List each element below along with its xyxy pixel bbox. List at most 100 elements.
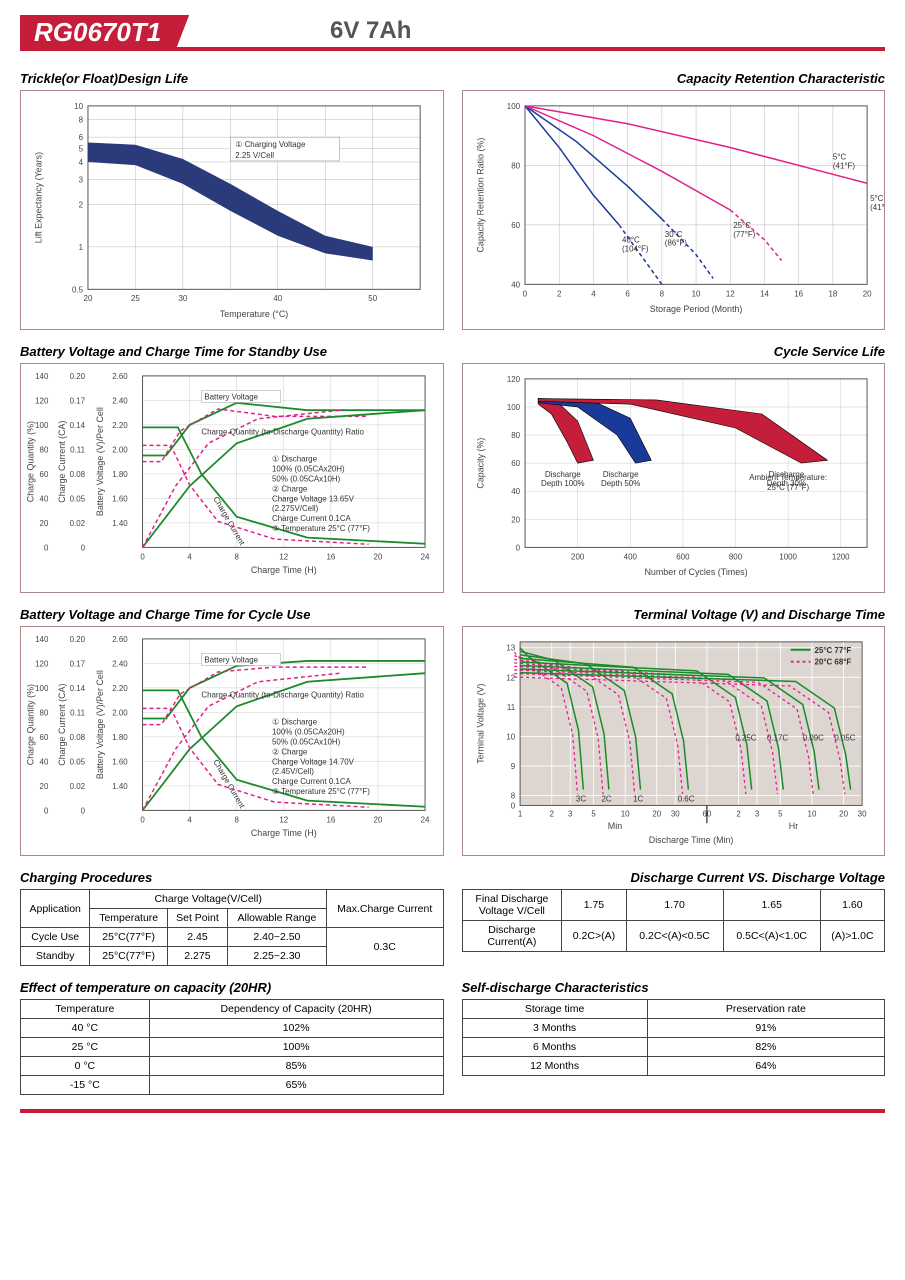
svg-text:9: 9 — [510, 762, 515, 771]
svg-text:2.00: 2.00 — [112, 445, 128, 454]
svg-text:0.08: 0.08 — [70, 733, 86, 742]
svg-text:60: 60 — [40, 733, 49, 742]
svg-text:120: 120 — [35, 659, 49, 668]
svg-text:16: 16 — [326, 552, 335, 561]
svg-text:Storage Period (Month): Storage Period (Month) — [649, 304, 742, 314]
svg-text:4: 4 — [591, 289, 596, 298]
footer-red-line — [20, 1109, 885, 1113]
svg-text:Charge Current (CA): Charge Current (CA) — [57, 421, 67, 503]
svg-text:0.08: 0.08 — [70, 470, 86, 479]
td-range0: 2.40~2.50 — [227, 928, 326, 947]
svg-text:10: 10 — [691, 289, 700, 298]
td-set0: 2.45 — [167, 928, 227, 947]
temp-capacity-table: Temperature Dependency of Capacity (20HR… — [20, 999, 444, 1095]
chart5-title: Battery Voltage and Charge Time for Cycl… — [20, 607, 444, 622]
svg-text:24: 24 — [421, 552, 430, 561]
svg-text:5: 5 — [591, 809, 596, 818]
svg-text:120: 120 — [506, 375, 520, 384]
svg-text:2: 2 — [549, 809, 553, 818]
svg-text:40: 40 — [273, 294, 282, 303]
table1-title: Charging Procedures — [20, 870, 444, 885]
svg-text:40: 40 — [511, 280, 520, 289]
svg-text:14: 14 — [760, 289, 769, 298]
svg-text:4: 4 — [187, 552, 192, 561]
svg-text:2.20: 2.20 — [112, 684, 128, 693]
td-temp0: 25°C(77°F) — [90, 928, 168, 947]
svg-text:2.25 V/Cell: 2.25 V/Cell — [235, 151, 274, 160]
svg-text:11: 11 — [506, 703, 515, 712]
td-set1: 2.275 — [167, 947, 227, 966]
svg-text:100% (0.05CAx20H): 100% (0.05CAx20H) — [272, 465, 345, 474]
svg-text:10: 10 — [807, 809, 816, 818]
t2-c1: 0.2C<(A)<0.5C — [626, 921, 723, 952]
th-set: Set Point — [167, 909, 227, 928]
svg-text:100% (0.05CAx20H): 100% (0.05CAx20H) — [272, 728, 345, 737]
svg-text:8: 8 — [79, 116, 84, 125]
svg-text:5°C: 5°C — [870, 194, 884, 203]
svg-text:100: 100 — [35, 684, 49, 693]
svg-text:10: 10 — [620, 809, 629, 818]
charging-procedures-table: Application Charge Voltage(V/Cell) Max.C… — [20, 889, 444, 966]
t4-h1: Storage time — [462, 1000, 647, 1019]
table3-title: Effect of temperature on capacity (20HR) — [20, 980, 444, 995]
svg-text:200: 200 — [571, 552, 585, 561]
svg-text:(41°F): (41°F) — [870, 203, 884, 212]
t2-v3: 1.60 — [820, 890, 884, 921]
table-cell: 3 Months — [462, 1019, 647, 1038]
svg-text:(104°F): (104°F) — [622, 245, 649, 254]
table-cell: 6 Months — [462, 1038, 647, 1057]
table2-title: Discharge Current VS. Discharge Voltage — [462, 870, 886, 885]
svg-text:40°C: 40°C — [622, 236, 640, 245]
t3-h2: Dependency of Capacity (20HR) — [149, 1000, 443, 1019]
header-red-line — [20, 47, 885, 51]
th-cv: Charge Voltage(V/Cell) — [90, 890, 327, 909]
spec-text: 6V 7Ah — [330, 17, 411, 45]
svg-text:4: 4 — [79, 158, 84, 167]
svg-text:6: 6 — [625, 289, 630, 298]
svg-text:2.60: 2.60 — [112, 635, 128, 644]
svg-text:Charge Current: Charge Current — [211, 495, 246, 547]
svg-text:0: 0 — [515, 543, 520, 552]
svg-text:8: 8 — [235, 815, 240, 824]
svg-text:Charge Quantity (%): Charge Quantity (%) — [25, 684, 35, 765]
chart2-box: 4060801000246810121416182040°C(104°F)30°… — [462, 90, 886, 330]
t2-v2: 1.65 — [723, 890, 820, 921]
table-cell: 64% — [647, 1057, 884, 1076]
svg-text:25: 25 — [131, 294, 140, 303]
svg-text:1: 1 — [79, 243, 84, 252]
discharge-voltage-table: Final Discharge Voltage V/Cell 1.75 1.70… — [462, 889, 886, 952]
svg-text:400: 400 — [623, 552, 637, 561]
svg-text:Charge Current: Charge Current — [211, 758, 246, 810]
table-cell: 100% — [149, 1038, 443, 1057]
svg-text:Charge Quantity (%): Charge Quantity (%) — [25, 421, 35, 502]
svg-text:Ambient Temperature:: Ambient Temperature: — [749, 473, 827, 482]
svg-text:Discharge: Discharge — [602, 470, 638, 479]
svg-text:24: 24 — [421, 815, 430, 824]
svg-text:Lift Expectancy (Years): Lift Expectancy (Years) — [33, 152, 43, 243]
svg-text:(2.275V/Cell): (2.275V/Cell) — [272, 504, 319, 513]
chart6-box: 089101112131235102030602351020303C2C1C0.… — [462, 626, 886, 856]
table-cell: 12 Months — [462, 1057, 647, 1076]
svg-text:② Charge: ② Charge — [272, 747, 308, 756]
svg-text:1000: 1000 — [779, 552, 797, 561]
svg-text:0: 0 — [81, 543, 86, 552]
svg-text:0.02: 0.02 — [70, 519, 85, 528]
svg-text:0.17: 0.17 — [70, 396, 85, 405]
svg-text:1.60: 1.60 — [112, 494, 128, 503]
table-cell: 25 °C — [21, 1038, 150, 1057]
svg-text:20: 20 — [374, 552, 383, 561]
svg-text:12: 12 — [279, 815, 288, 824]
svg-text:2.60: 2.60 — [112, 372, 128, 381]
svg-text:20: 20 — [374, 815, 383, 824]
svg-text:Discharge Time (Min): Discharge Time (Min) — [648, 835, 733, 845]
svg-text:80: 80 — [40, 708, 49, 717]
svg-text:100: 100 — [506, 403, 520, 412]
svg-text:8: 8 — [235, 552, 240, 561]
chart2-title: Capacity Retention Characteristic — [462, 71, 886, 86]
svg-text:16: 16 — [326, 815, 335, 824]
svg-text:0.14: 0.14 — [70, 684, 86, 693]
svg-text:0.20: 0.20 — [70, 372, 86, 381]
svg-text:600: 600 — [676, 552, 690, 561]
svg-text:Battery Voltage (V)/Per Cell: Battery Voltage (V)/Per Cell — [95, 670, 105, 779]
t3-h1: Temperature — [21, 1000, 150, 1019]
